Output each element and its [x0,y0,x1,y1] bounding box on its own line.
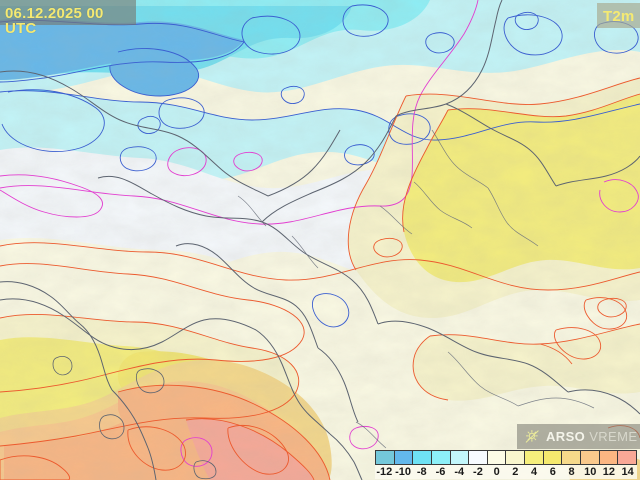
colorbar-swatch-13 [618,451,636,464]
provider-banner: ARSO VREME [517,424,640,449]
colorbar-swatch-7 [506,451,526,464]
colorbar-tick-labels: -12 -10 -8 -6 -4 -2 0 2 4 6 8 10 12 14 [375,465,637,479]
colorbar-tick--2: -2 [473,466,483,478]
colorbar-tick-10: 10 [584,466,597,478]
colorbar-swatch-8 [525,451,544,464]
colorbar-swatches [375,450,637,465]
colorbar-swatch-0 [376,451,395,464]
colorbar-swatch-10 [562,451,582,464]
colorbar-swatch-5 [469,451,488,464]
colorbar-tick--6: -6 [435,466,446,478]
colorbar-tick--10: -10 [395,466,412,478]
colorbar-swatch-3 [431,451,451,464]
parameter-label: T2m [597,3,640,28]
colorbar-swatch-11 [581,451,600,464]
colorbar-swatch-4 [450,451,470,464]
colorbar-swatch-12 [599,451,619,464]
colorbar-tick-8: 8 [568,466,575,478]
provider-name: ARSO VREME [546,429,637,444]
colorbar-tick-4: 4 [531,466,538,478]
sun-cloud-icon [525,430,539,443]
colorbar-swatch-1 [394,451,414,464]
colorbar-tick-14: 14 [621,466,634,478]
colorbar-swatch-2 [413,451,432,464]
colorbar-tick-2: 2 [512,466,519,478]
colorbar-tick--12: -12 [376,466,393,478]
provider-name-bold: ARSO [546,429,586,444]
colorbar-swatch-6 [487,451,507,464]
colorbar-tick-0: 0 [493,466,500,478]
colorbar-swatch-9 [543,451,563,464]
temperature-colorbar: -12 -10 -8 -6 -4 -2 0 2 4 6 8 10 12 14 [375,450,637,480]
colorbar-tick-6: 6 [549,466,556,478]
provider-name-light: VREME [589,429,638,444]
colorbar-tick--8: -8 [416,466,427,478]
valid-datetime-label: 06.12.2025 00 UTC [0,0,136,36]
colorbar-tick-12: 12 [602,466,616,478]
colorbar-tick--4: -4 [454,466,465,478]
